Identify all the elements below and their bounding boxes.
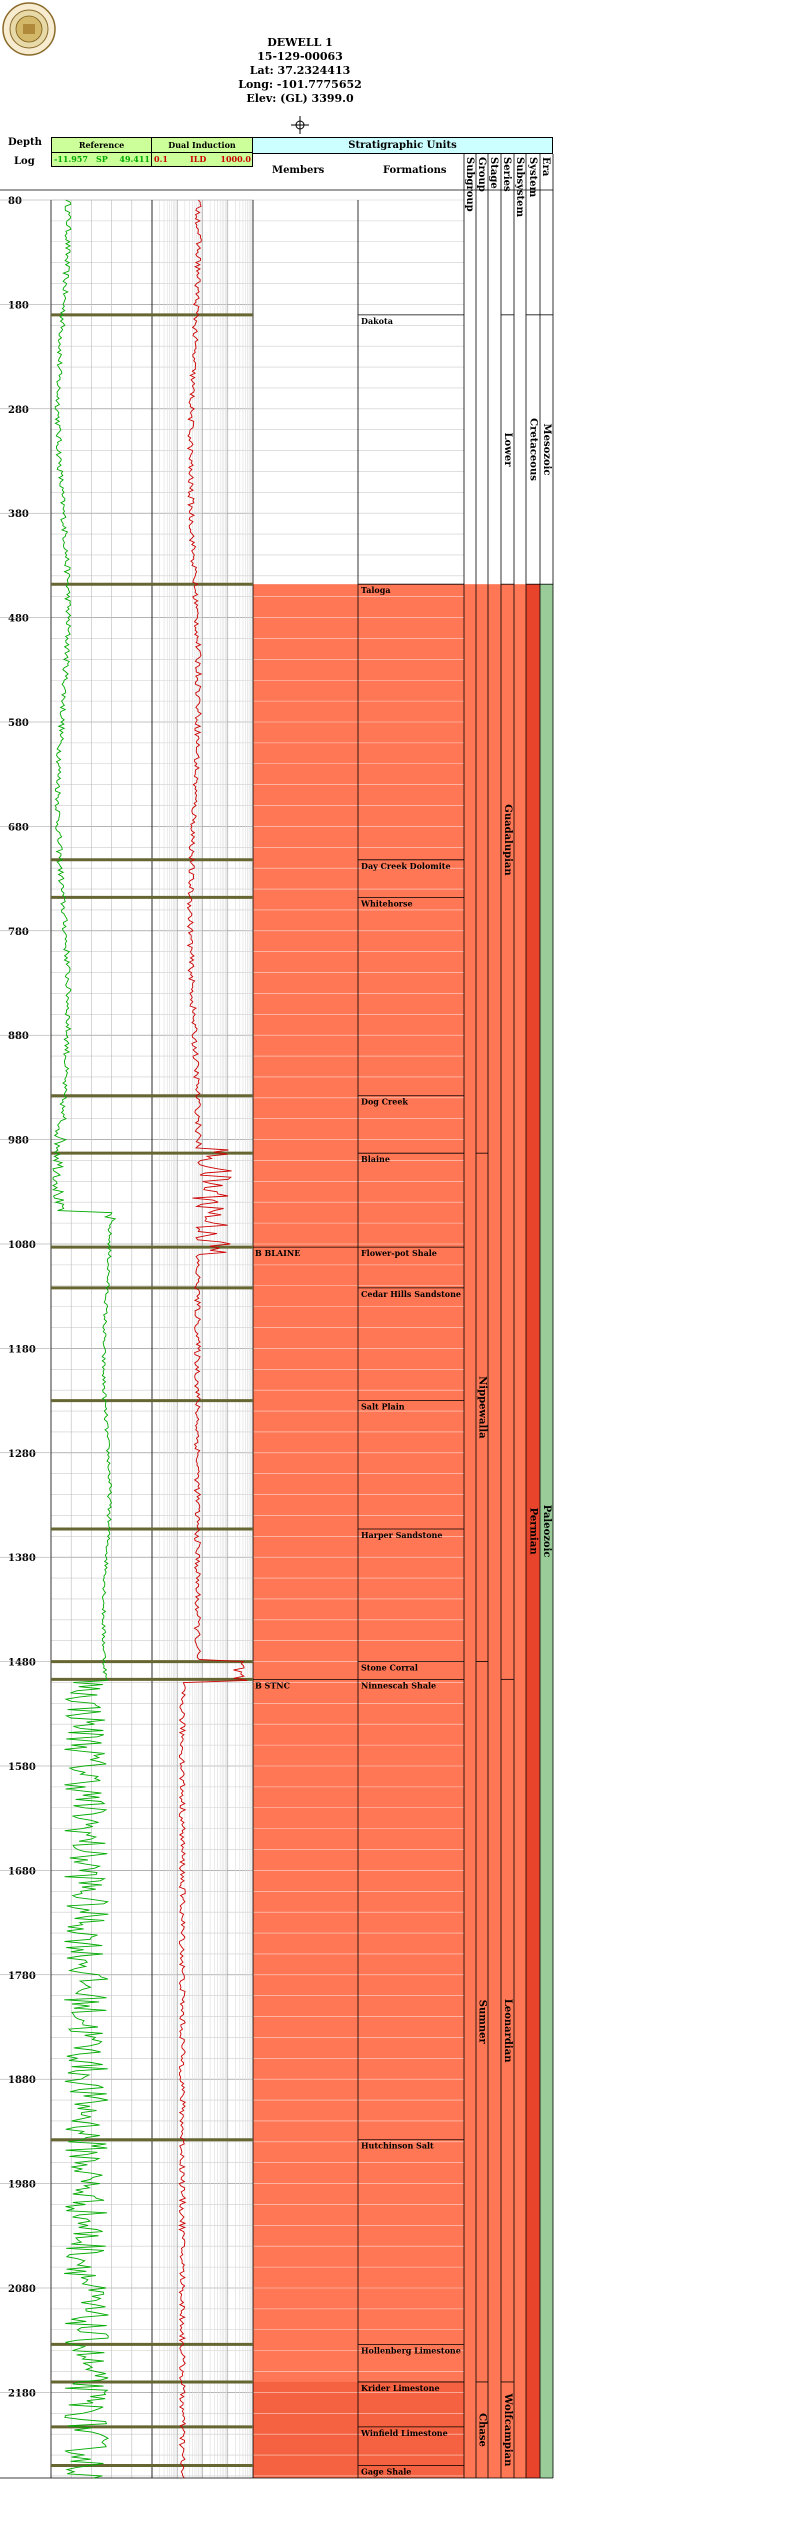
depth-tick-label: 1680: [8, 1866, 36, 1877]
era-unit-label: Mesozoic: [541, 424, 552, 476]
formation-label: Flower-pot Shale: [361, 1248, 437, 1258]
formation-label: Harper Sandstone: [361, 1530, 442, 1540]
system-unit-label: Permian: [528, 1508, 539, 1556]
depth-tick-label: 1880: [8, 2075, 36, 2086]
series-unit-label: Leonardian: [502, 1999, 513, 2063]
formations-header: Formations: [383, 165, 447, 176]
chase-group-fill: [253, 2381, 464, 2478]
members-header: Members: [272, 165, 325, 176]
group-unit-label: Nippewalla: [477, 1376, 488, 1439]
reference-label: Reference: [78, 140, 125, 150]
paleozoic-era-fill: [540, 584, 553, 2478]
well-name: DEWELL 1: [267, 36, 333, 49]
permian-system-fill: [526, 584, 540, 2478]
depth-tick-label: 180: [8, 300, 29, 311]
formation-label: Ninnescah Shale: [361, 1680, 436, 1690]
sp-name: SP: [96, 154, 108, 164]
permian-fill-ranks: [464, 584, 526, 2478]
depth-tick-label: 1080: [8, 1240, 36, 1251]
sp-curve: [51, 199, 117, 2479]
depth-tick-label: 980: [8, 1136, 29, 1147]
dual-induction-label: Dual Induction: [168, 140, 236, 150]
strat-units-label: Stratigraphic Units: [348, 140, 457, 151]
formation-label: Hollenberg Limestone: [361, 2345, 461, 2355]
group-unit-label: Sumner: [477, 2000, 488, 2045]
depth-tick-label: 680: [8, 822, 29, 833]
depth-tick-label: 1980: [8, 2180, 36, 2191]
dual-induction-track-header: Dual Induction: [152, 137, 253, 153]
formation-label: Dakota: [361, 316, 393, 326]
rank-group: Group: [476, 157, 487, 192]
formation-label: Winfield Limestone: [360, 2428, 448, 2438]
depth-tick-label: 480: [8, 614, 29, 625]
depth-tick-label: 80: [8, 196, 22, 207]
well-api: 15-129-00063: [257, 50, 343, 63]
formation-label: Cedar Hills Sandstone: [361, 1289, 461, 1299]
permian-fill-members: [253, 584, 464, 2478]
well-header: DEWELL 1 15-129-00063 Lat: 37.2324413 Lo…: [200, 36, 400, 106]
depth-tick-label: 1180: [8, 1344, 36, 1355]
formation-label: Salt Plain: [361, 1402, 405, 1412]
depth-tick-label: 280: [8, 405, 29, 416]
ild-curve: [178, 199, 248, 2479]
series-unit-label: Lower: [502, 433, 513, 468]
depth-header: Depth: [8, 137, 42, 148]
strat-units-header: Stratigraphic Units: [253, 137, 553, 154]
sp-scale: -11.957 SP 49.411: [51, 153, 152, 167]
depth-tick-label: 1380: [8, 1553, 36, 1564]
rank-system: System: [527, 157, 538, 198]
rank-stage: Stage: [488, 157, 499, 189]
depth-tick-label: 2080: [8, 2284, 36, 2295]
formation-label: Stone Corral: [361, 1663, 418, 1673]
kgs-seal-logo: [2, 2, 56, 56]
rank-subsystem: Subsystem: [514, 157, 525, 218]
formation-label: Blaine: [361, 1154, 390, 1164]
log-header: Log: [14, 156, 35, 167]
depth-tick-label: 2180: [8, 2388, 36, 2399]
ild-min: 0.1: [154, 154, 168, 164]
member-label: B BLAINE: [255, 1248, 300, 1258]
well-lat: Lat: 37.2324413: [249, 64, 351, 77]
series-unit-label: Wolfcampian: [502, 2393, 513, 2468]
well-long: Long: -101.7775652: [238, 78, 362, 91]
depth-tick-label: 1280: [8, 1449, 36, 1460]
well-elev: Elev: (GL) 3399.0: [246, 92, 354, 105]
reference-track-header: Reference: [51, 137, 152, 153]
depth-tick-label: 1580: [8, 1762, 36, 1773]
rank-era: Era: [540, 157, 551, 177]
depth-tick-label: 380: [8, 509, 29, 520]
formation-label: Day Creek Dolomite: [361, 861, 451, 871]
sp-min: -11.957: [54, 154, 88, 164]
group-unit-label: Chase: [477, 2413, 488, 2447]
depth-tick-label: 580: [8, 718, 29, 729]
series-unit-label: Guadalupian: [502, 804, 513, 876]
formation-label: Dog Creek: [361, 1097, 408, 1107]
depth-tick-label: 780: [8, 927, 29, 938]
ild-name: ILD: [190, 154, 207, 164]
sp-max: 49.411: [119, 154, 150, 164]
well-symbol-icon: [291, 116, 309, 134]
formation-label: Hutchinson Salt: [361, 2141, 434, 2151]
ild-max: 1000.0: [220, 154, 251, 164]
era-unit-label: Paleozoic: [541, 1505, 552, 1558]
formation-label: Gage Shale: [361, 2466, 411, 2476]
system-unit-label: Cretaceous: [528, 418, 539, 481]
formation-label: Krider Limestone: [361, 2383, 440, 2393]
rank-series: Series: [501, 157, 512, 192]
formation-label: Whitehorse: [360, 898, 413, 908]
rank-subgroup: Subgroup: [464, 157, 475, 212]
depth-tick-label: 1780: [8, 1971, 36, 1982]
depth-tick-label: 1480: [8, 1658, 36, 1669]
ild-scale: 0.1 ILD 1000.0: [152, 153, 253, 167]
formation-label: Taloga: [361, 585, 391, 595]
depth-tick-label: 880: [8, 1031, 29, 1042]
member-label: B STNC: [255, 1680, 290, 1690]
